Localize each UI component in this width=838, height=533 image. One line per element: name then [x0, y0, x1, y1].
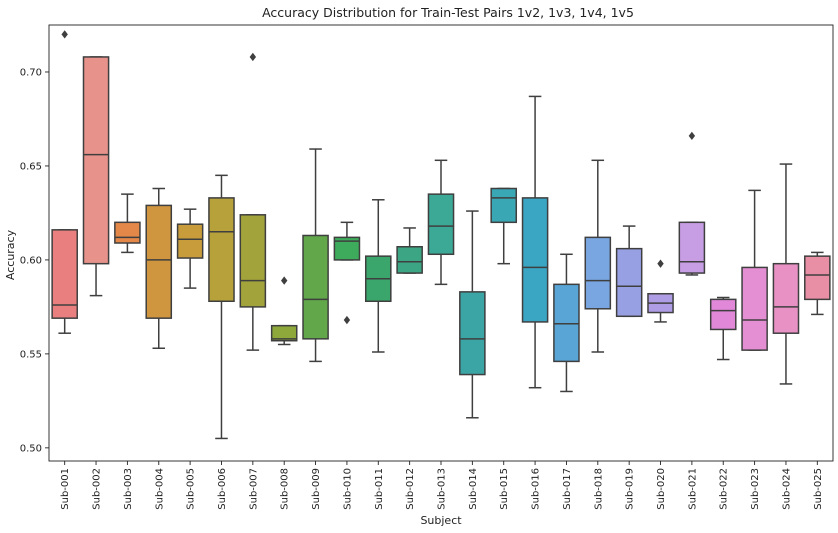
box-sub-017 [553, 253, 580, 393]
x-tick-label: Sub-005 [186, 468, 197, 510]
x-axis: Sub-001 Sub-002 Sub-003 Sub-004 Sub-005 Sub-0… [60, 461, 824, 510]
box-sub-005 [176, 208, 204, 289]
x-tick-label: Sub-004 [154, 468, 165, 510]
iqr-box [176, 223, 204, 259]
box-sub-008 [270, 276, 298, 346]
x-tick-label: Sub-003 [123, 468, 134, 510]
x-tick-label: Sub-016 [531, 468, 542, 510]
x-tick-label: Sub-011 [374, 468, 385, 510]
iqr-box [678, 221, 706, 274]
iqr-box [114, 221, 141, 244]
iqr-box [521, 197, 549, 323]
iqr-box [772, 262, 800, 334]
x-tick-label: Sub-021 [687, 468, 698, 510]
x-axis-label: Subject [420, 514, 462, 527]
box-sub-025 [804, 251, 831, 316]
iqr-box [615, 247, 643, 318]
box-sub-024 [772, 163, 800, 385]
iqr-box [459, 291, 486, 376]
outlier-point [688, 131, 696, 141]
iqr-box [741, 266, 768, 351]
box-sub-021 [678, 131, 706, 276]
x-tick-label: Sub-014 [468, 468, 479, 510]
x-tick-label: Sub-013 [437, 468, 448, 510]
box-sub-004 [145, 187, 173, 349]
iqr-box [804, 255, 831, 301]
box-sub-019 [615, 225, 643, 318]
box-sub-014 [459, 210, 486, 419]
box-sub-010 [333, 221, 361, 325]
iqr-box [709, 298, 737, 331]
iqr-box [302, 234, 329, 340]
x-tick-label: Sub-010 [342, 468, 353, 510]
box-sub-006 [208, 174, 235, 440]
iqr-box [427, 193, 455, 256]
box-sub-015 [490, 187, 518, 265]
box-sub-023 [741, 189, 768, 351]
y-axis: 0.50 0.55 0.60 0.65 0.70 [20, 67, 49, 454]
y-tick-label: 0.60 [20, 255, 42, 266]
y-tick-label: 0.70 [20, 67, 42, 78]
x-tick-label: Sub-019 [625, 468, 636, 510]
box-sub-003 [114, 193, 141, 254]
x-tick-label: Sub-022 [719, 468, 730, 510]
x-tick-label: Sub-012 [405, 468, 416, 510]
iqr-box [239, 214, 267, 308]
iqr-box [584, 236, 612, 310]
box-sub-009 [302, 148, 329, 363]
y-tick-label: 0.55 [20, 349, 42, 360]
x-tick-label: Sub-002 [92, 468, 103, 510]
outlier-point [281, 276, 288, 285]
box-sub-018 [584, 159, 612, 353]
x-tick-label: Sub-023 [750, 468, 761, 510]
outlier-point [343, 315, 351, 325]
x-tick-label: Sub-017 [562, 468, 573, 510]
outlier-point [249, 52, 257, 62]
box-sub-002 [82, 56, 110, 297]
box-sub-022 [709, 296, 737, 361]
x-tick-label: Sub-007 [248, 468, 259, 510]
plot-frame [48, 24, 834, 462]
iqr-box [396, 246, 423, 274]
outlier-point [61, 30, 68, 39]
iqr-box [145, 204, 173, 319]
y-axis-label: Accuracy [4, 229, 17, 280]
x-tick-label: Sub-015 [499, 468, 510, 510]
x-tick-label: Sub-006 [217, 468, 228, 510]
box-sub-012 [396, 227, 423, 274]
x-tick-label: Sub-025 [813, 468, 824, 510]
box-sub-001 [51, 30, 78, 334]
y-tick-label: 0.50 [20, 443, 42, 454]
box-sub-007 [239, 52, 267, 351]
x-tick-label: Sub-018 [593, 468, 604, 510]
iqr-box [490, 187, 518, 224]
x-tick-label: Sub-020 [656, 468, 667, 510]
iqr-box [51, 229, 78, 319]
iqr-box [333, 236, 361, 261]
box-sub-011 [364, 199, 392, 353]
chart-title: Accuracy Distribution for Train-Test Pai… [262, 5, 634, 20]
iqr-box [270, 324, 298, 342]
box-sub-020 [647, 259, 674, 323]
x-tick-label: Sub-024 [781, 468, 792, 510]
x-tick-label: Sub-008 [280, 468, 291, 510]
iqr-box [208, 197, 235, 303]
box-sub-016 [521, 95, 549, 389]
x-tick-label: Sub-001 [60, 468, 71, 510]
box-sub-013 [427, 159, 455, 286]
x-tick-label: Sub-009 [311, 468, 322, 510]
plot-area [51, 30, 831, 440]
y-tick-label: 0.65 [20, 161, 42, 172]
iqr-box [553, 283, 580, 363]
iqr-box [82, 56, 110, 265]
outlier-point [657, 259, 664, 268]
